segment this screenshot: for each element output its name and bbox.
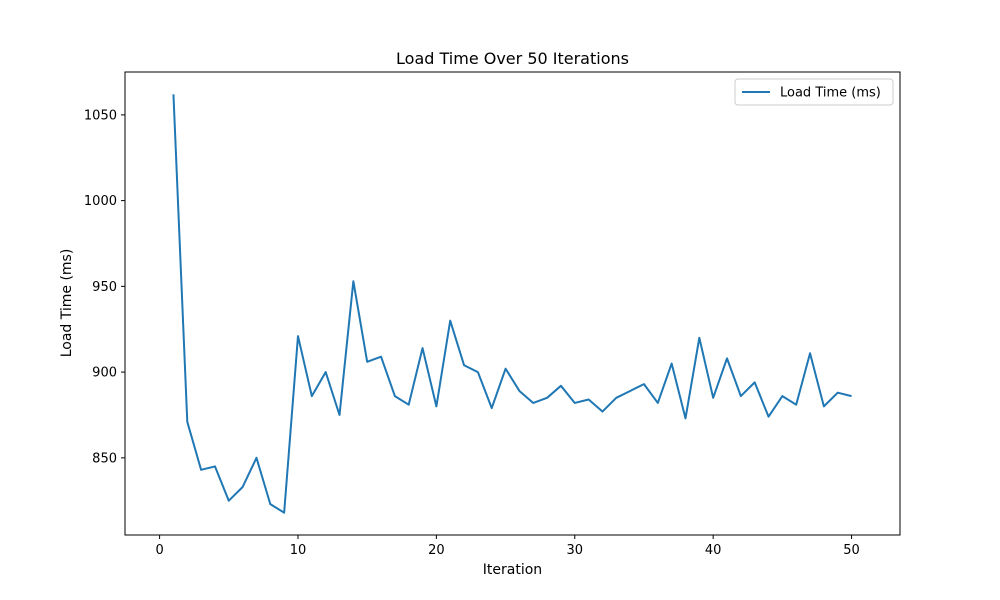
x-tick-label: 30: [567, 543, 584, 558]
plot-area: [124, 71, 901, 536]
y-tick-label: 950: [92, 280, 117, 295]
y-tick-label: 1000: [84, 194, 117, 209]
x-axis: 0 10 20 30 40 50: [155, 535, 860, 558]
x-tick-label: 40: [705, 543, 722, 558]
y-tick-label: 1050: [84, 108, 117, 123]
x-tick-label: 0: [155, 543, 163, 558]
x-axis-label: Iteration: [483, 562, 542, 578]
chart-title: Load Time Over 50 Iterations: [396, 49, 629, 68]
y-axis-label: Load Time (ms): [59, 249, 75, 358]
plot-frame: [124, 71, 901, 536]
y-tick-label: 900: [92, 366, 117, 381]
legend-entry: Load Time (ms): [780, 86, 881, 101]
legend: Load Time (ms): [734, 78, 894, 106]
series-line-load-time: [172, 94, 852, 514]
legend-box: [734, 78, 894, 106]
x-tick-label: 20: [428, 543, 445, 558]
x-tick-label: 50: [843, 543, 860, 558]
y-axis: 850 900 950 1000 1050: [84, 108, 125, 466]
y-tick-label: 850: [92, 451, 117, 466]
x-tick-label: 10: [290, 543, 307, 558]
